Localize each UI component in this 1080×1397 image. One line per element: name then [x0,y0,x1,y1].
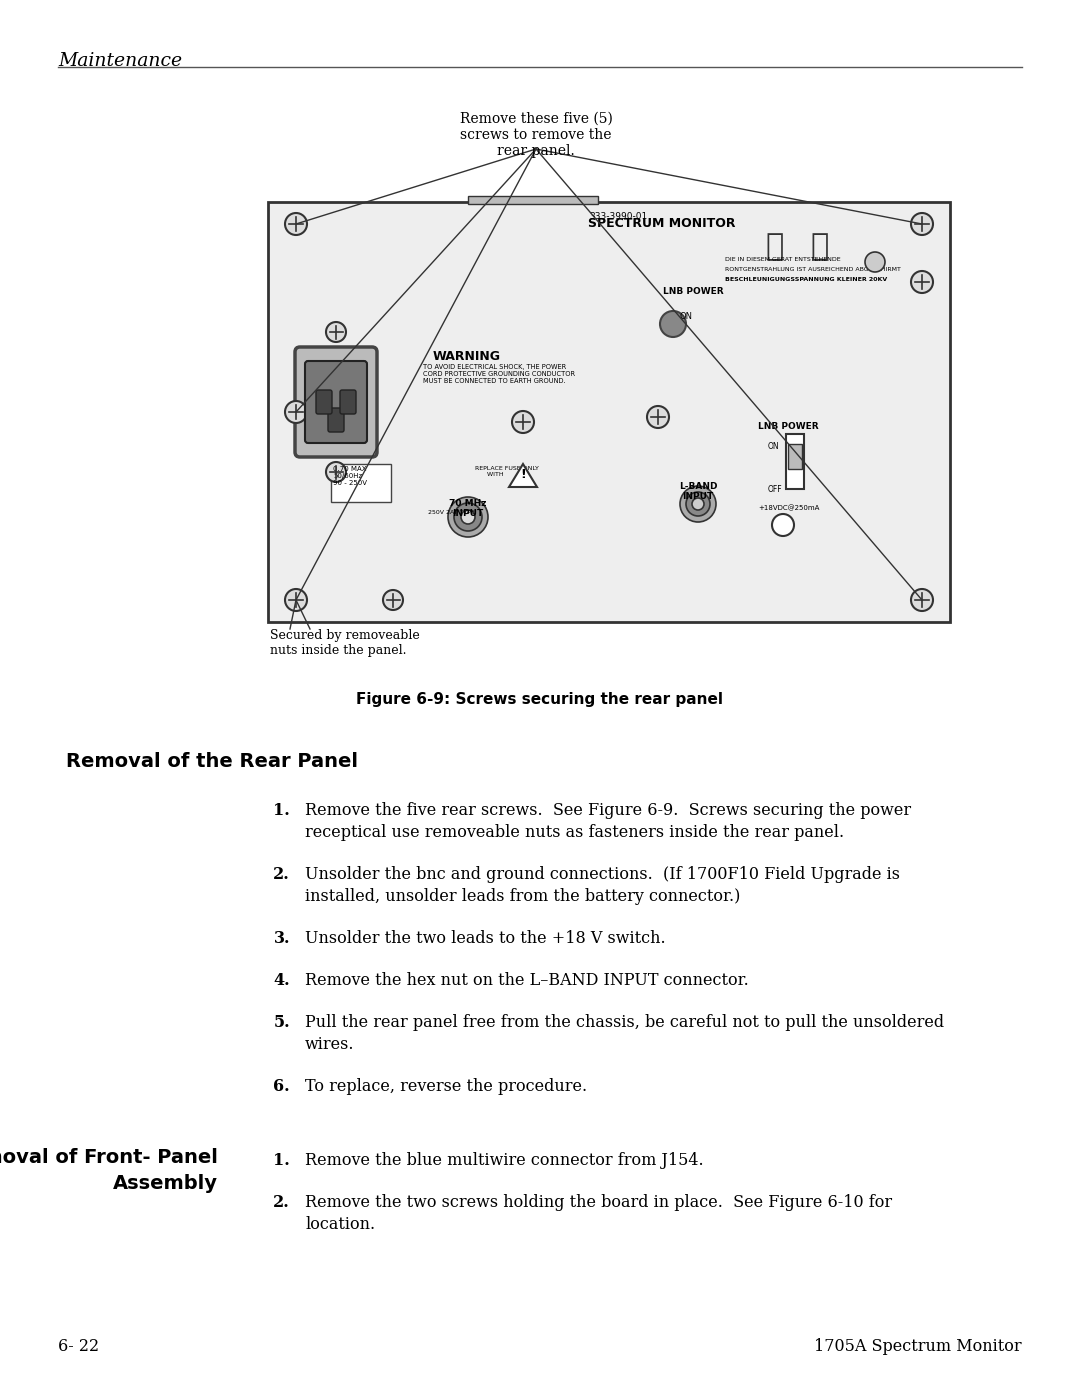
Circle shape [692,497,704,510]
Text: Figure 6-9: Screws securing the rear panel: Figure 6-9: Screws securing the rear pan… [356,692,724,707]
Text: ON: ON [680,312,693,321]
Text: Remove the blue multiwire connector from J154.: Remove the blue multiwire connector from… [305,1153,704,1169]
Text: RONTGENSTRAHLUNG IST AUSREICHEND ABGESCHIRMT: RONTGENSTRAHLUNG IST AUSREICHEND ABGESCH… [725,267,901,272]
Text: BESCHLEUNIGUNGSSPANNUNG KLEINER 20KV: BESCHLEUNIGUNGSSPANNUNG KLEINER 20KV [725,277,888,282]
Text: !: ! [521,468,526,481]
Text: 2.: 2. [273,1194,291,1211]
Text: TO AVOID ELECTRICAL SHOCK, THE POWER
CORD PROTECTIVE GROUNDING CONDUCTOR
MUST BE: TO AVOID ELECTRICAL SHOCK, THE POWER COR… [423,365,576,384]
Circle shape [686,492,710,515]
Text: 6- 22: 6- 22 [58,1338,99,1355]
Bar [330,464,391,502]
Text: LNB POWER: LNB POWER [758,422,819,432]
Circle shape [660,312,686,337]
Text: Removal of Front- Panel: Removal of Front- Panel [0,1148,218,1166]
Text: Unsolder the bnc and ground connections.  (If 1700F10 Field Upgrade is: Unsolder the bnc and ground connections.… [305,866,900,883]
Circle shape [285,212,307,235]
Circle shape [383,590,403,610]
Text: receptical use removeable nuts as fasteners inside the rear panel.: receptical use removeable nuts as fasten… [305,824,845,841]
Bar [468,196,598,204]
Circle shape [647,407,669,427]
Circle shape [912,212,933,235]
Circle shape [772,514,794,536]
Circle shape [285,590,307,610]
Circle shape [448,497,488,536]
Text: 2.: 2. [273,866,291,883]
Text: Remove these five (5)
screws to remove the
rear panel.: Remove these five (5) screws to remove t… [460,112,612,158]
Text: ON: ON [768,441,780,451]
FancyBboxPatch shape [328,408,345,432]
Bar [786,434,804,489]
Text: installed, unsolder leads from the battery connector.): installed, unsolder leads from the batte… [305,888,741,905]
Bar [788,444,802,469]
FancyBboxPatch shape [295,346,377,457]
Text: SPECTRUM MONITOR: SPECTRUM MONITOR [588,217,735,231]
Text: Unsolder the two leads to the +18 V switch.: Unsolder the two leads to the +18 V swit… [305,930,665,947]
Text: 1.: 1. [273,802,291,819]
Text: REPLACE FUSE ONLY
      WITH: REPLACE FUSE ONLY WITH [475,467,539,476]
Text: 70 MHz
INPUT: 70 MHz INPUT [449,499,487,518]
Text: OFF: OFF [768,485,783,495]
Circle shape [285,401,307,423]
Text: Maintenance: Maintenance [58,52,183,70]
Text: 4.: 4. [273,972,291,989]
Text: L-BAND
INPUT: L-BAND INPUT [678,482,717,502]
Text: Remove the five rear screws.  See Figure 6-9.  Screws securing the power: Remove the five rear screws. See Figure … [305,802,912,819]
Circle shape [912,271,933,293]
FancyBboxPatch shape [316,390,332,414]
Text: 1.: 1. [273,1153,291,1169]
Polygon shape [509,464,537,488]
Text: location.: location. [305,1215,375,1234]
Text: 333-3990-01: 333-3990-01 [589,212,647,221]
Text: Remove the hex nut on the L–BAND INPUT connector.: Remove the hex nut on the L–BAND INPUT c… [305,972,748,989]
Text: Ⓢ: Ⓢ [766,232,784,261]
Circle shape [326,462,346,482]
Text: To replace, reverse the procedure.: To replace, reverse the procedure. [305,1078,588,1095]
Text: 1705A Spectrum Monitor: 1705A Spectrum Monitor [814,1338,1022,1355]
Text: 250V 2AT TYPE: 250V 2AT TYPE [428,510,475,515]
Circle shape [865,251,885,272]
Text: 5.: 5. [273,1014,291,1031]
Text: Assembly: Assembly [113,1173,218,1193]
Text: Pull the rear panel free from the chassis, be careful not to pull the unsoldered: Pull the rear panel free from the chassi… [305,1014,944,1031]
Text: 3.: 3. [273,930,291,947]
Circle shape [680,486,716,522]
Text: WARNING: WARNING [433,351,501,363]
Circle shape [454,503,482,531]
Text: DIE IN DIESEM GERAT ENTSTEHENDE: DIE IN DIESEM GERAT ENTSTEHENDE [725,257,840,263]
Text: Ⓛ: Ⓛ [811,232,829,261]
Text: Secured by removeable
nuts inside the panel.: Secured by removeable nuts inside the pa… [270,629,420,657]
Circle shape [461,510,475,524]
Text: 0.70 MAX
50/60Hz
90 - 250V: 0.70 MAX 50/60Hz 90 - 250V [333,467,367,486]
Circle shape [912,590,933,610]
Text: Removal of the Rear Panel: Removal of the Rear Panel [66,752,357,771]
Text: Remove the two screws holding the board in place.  See Figure 6-10 for: Remove the two screws holding the board … [305,1194,892,1211]
FancyBboxPatch shape [305,360,367,443]
Circle shape [512,411,534,433]
Text: 6.: 6. [273,1078,291,1095]
Text: wires.: wires. [305,1037,354,1053]
Text: +18VDC@250mA: +18VDC@250mA [758,504,820,511]
Text: LNB POWER: LNB POWER [663,286,724,296]
Circle shape [326,321,346,342]
Bar [268,203,950,622]
FancyBboxPatch shape [340,390,356,414]
